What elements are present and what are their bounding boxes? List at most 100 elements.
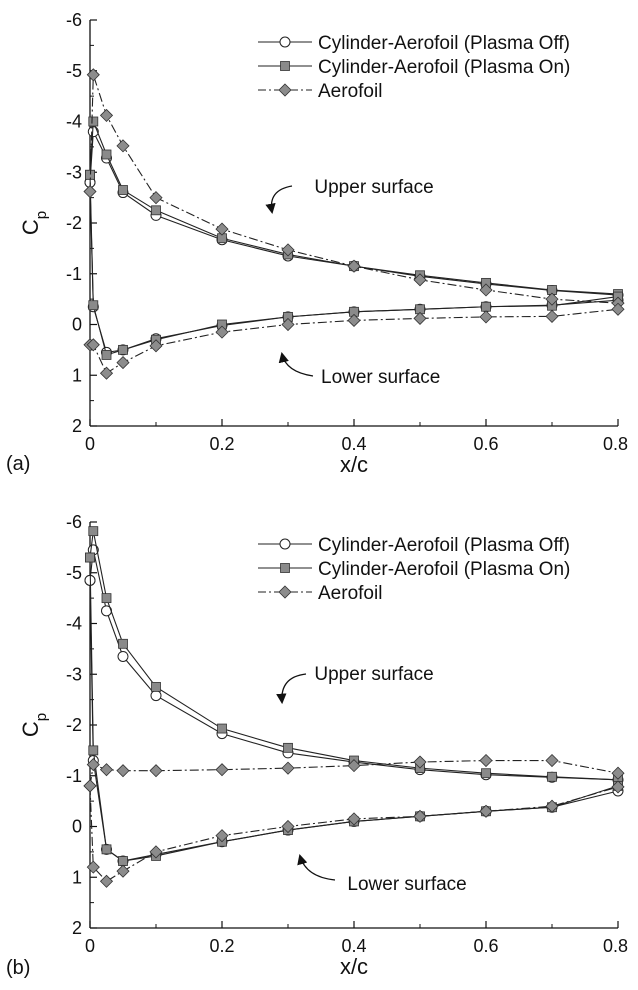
data-point — [118, 856, 128, 866]
y-tick-label: 2 — [72, 918, 82, 938]
x-axis-title: x/c — [340, 954, 368, 979]
data-point — [347, 759, 361, 773]
data-point — [215, 325, 229, 339]
annotation-arrow — [278, 351, 314, 377]
series-diamond — [83, 753, 625, 888]
y-axis-title-subscript: p — [33, 713, 50, 721]
y-axis-title: Cp — [18, 713, 50, 737]
x-tick-label: 0 — [85, 936, 95, 956]
x-tick-label: 0.4 — [341, 434, 366, 454]
x-tick-label: 0.8 — [603, 936, 628, 956]
y-axis-title: Cp — [18, 211, 50, 235]
data-point — [611, 302, 625, 316]
data-point — [83, 184, 97, 199]
data-point — [347, 313, 361, 328]
data-point — [215, 829, 229, 843]
data-point — [85, 552, 95, 563]
data-point — [86, 68, 100, 82]
x-tick-label: 0.6 — [473, 434, 498, 454]
data-point — [150, 690, 162, 702]
y-axis-title-subscript: p — [33, 211, 50, 219]
data-point — [86, 758, 100, 772]
y-tick-label: -6 — [66, 10, 82, 30]
data-point — [117, 650, 129, 662]
data-point — [481, 768, 491, 779]
data-point — [118, 185, 128, 195]
legend-entry: Aerofoil — [318, 583, 382, 604]
data-point — [215, 763, 229, 777]
data-point — [611, 766, 625, 780]
series-line-lower — [89, 174, 619, 356]
data-point — [545, 309, 559, 323]
data-point — [479, 310, 493, 324]
series-diamond — [83, 68, 625, 380]
legend-marker — [279, 538, 291, 550]
series-line-upper — [89, 531, 619, 781]
data-point — [86, 338, 100, 352]
data-point — [101, 844, 112, 855]
legend-entry: Cylinder-Aerofoil (Plasma Off) — [318, 535, 570, 556]
legend-marker — [278, 585, 292, 599]
data-point — [545, 799, 559, 813]
data-point — [118, 638, 128, 649]
legend-marker — [280, 61, 290, 71]
annotation-label: Upper surface — [314, 177, 433, 198]
legend-marker — [278, 83, 292, 97]
data-point — [283, 742, 293, 753]
x-tick-label: 0.2 — [209, 936, 234, 956]
data-point — [611, 780, 625, 794]
data-point — [99, 366, 114, 380]
x-tick-label: 0.8 — [603, 434, 628, 454]
series-line-lower — [90, 308, 619, 375]
data-point — [116, 355, 130, 370]
data-point — [149, 764, 163, 778]
y-tick-label: -2 — [66, 213, 82, 233]
y-tick-label: 2 — [72, 416, 82, 436]
data-point — [281, 819, 295, 834]
series-line-lower — [89, 557, 619, 862]
series-line-upper — [89, 759, 619, 786]
data-point — [481, 301, 491, 312]
data-point — [149, 339, 163, 353]
data-point — [545, 292, 559, 306]
data-point — [118, 344, 128, 355]
x-tick-label: 0.6 — [473, 936, 498, 956]
data-point — [215, 222, 229, 236]
data-point — [101, 350, 112, 360]
y-tick-label: 0 — [72, 817, 82, 837]
data-point — [413, 809, 427, 823]
panel-label: (b) — [6, 957, 30, 979]
data-point — [101, 593, 112, 604]
data-point — [479, 753, 493, 768]
data-point — [88, 116, 99, 127]
data-point — [116, 764, 130, 778]
data-point — [88, 745, 99, 756]
annotation-label: Lower surface — [321, 367, 440, 388]
legend-marker — [279, 36, 291, 48]
x-axis-title: x/c — [340, 452, 368, 477]
data-point — [83, 779, 97, 793]
data-point — [281, 761, 295, 775]
panel-label: (a) — [6, 453, 30, 475]
y-tick-label: -3 — [66, 162, 82, 182]
x-tick-label: 0.4 — [341, 936, 366, 956]
data-point — [99, 763, 114, 777]
annotation-arrow — [297, 854, 336, 881]
y-tick-label: -4 — [66, 614, 82, 634]
annotation-label: Lower surface — [347, 874, 466, 895]
data-point — [151, 682, 161, 692]
y-tick-label: -1 — [66, 264, 82, 284]
series-square — [85, 116, 623, 360]
legend-entry: Cylinder-Aerofoil (Plasma On) — [318, 57, 570, 78]
data-point — [347, 259, 361, 273]
y-tick-label: 1 — [72, 867, 82, 887]
data-point — [547, 771, 557, 782]
legend-marker — [280, 563, 290, 573]
data-point — [99, 874, 114, 888]
data-point — [149, 191, 163, 205]
data-point — [545, 753, 559, 768]
x-tick-label: 0 — [85, 434, 95, 454]
data-point — [86, 860, 100, 874]
data-point — [116, 139, 130, 153]
